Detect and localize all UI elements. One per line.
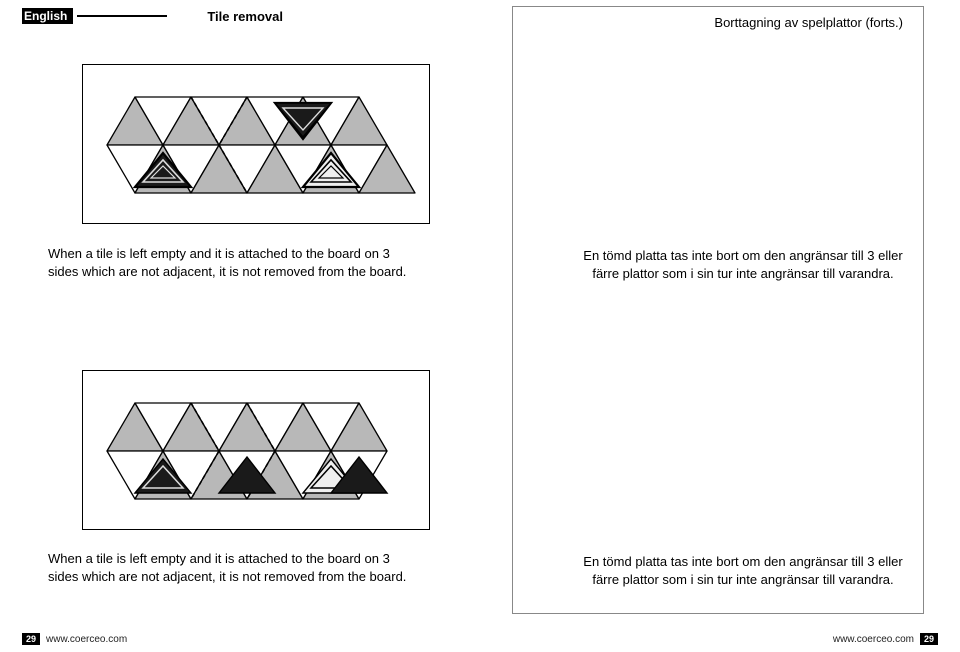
header-rule bbox=[77, 15, 167, 17]
language-tag: English bbox=[22, 8, 73, 24]
page-number-left: 29 bbox=[22, 633, 40, 645]
left-page: English Tile removal bbox=[0, 0, 480, 652]
right-caption-1: En tömd platta tas inte bort om den angr… bbox=[573, 247, 913, 282]
diagram-1 bbox=[82, 64, 430, 224]
footer-left: 29 www.coerceo.com bbox=[22, 633, 127, 645]
caption-2: When a tile is left empty and it is atta… bbox=[48, 550, 420, 585]
section-title: Tile removal bbox=[207, 9, 283, 24]
right-title: Borttagning av spelplattor (forts.) bbox=[714, 15, 903, 30]
footer-url-left: www.coerceo.com bbox=[46, 634, 127, 645]
right-page: Borttagning av spelplattor (forts.) En t… bbox=[480, 0, 960, 652]
hex-diagram-2 bbox=[83, 371, 431, 531]
footer-right: www.coerceo.com 29 bbox=[833, 633, 938, 645]
hex-diagram-1 bbox=[83, 65, 431, 225]
caption-1: When a tile is left empty and it is atta… bbox=[48, 245, 420, 280]
translation-box: Borttagning av spelplattor (forts.) En t… bbox=[512, 6, 924, 614]
left-header: English Tile removal bbox=[22, 8, 460, 24]
footer-url-right: www.coerceo.com bbox=[833, 634, 914, 645]
page-number-right: 29 bbox=[920, 633, 938, 645]
right-caption-2: En tömd platta tas inte bort om den angr… bbox=[573, 553, 913, 588]
diagram-2 bbox=[82, 370, 430, 530]
